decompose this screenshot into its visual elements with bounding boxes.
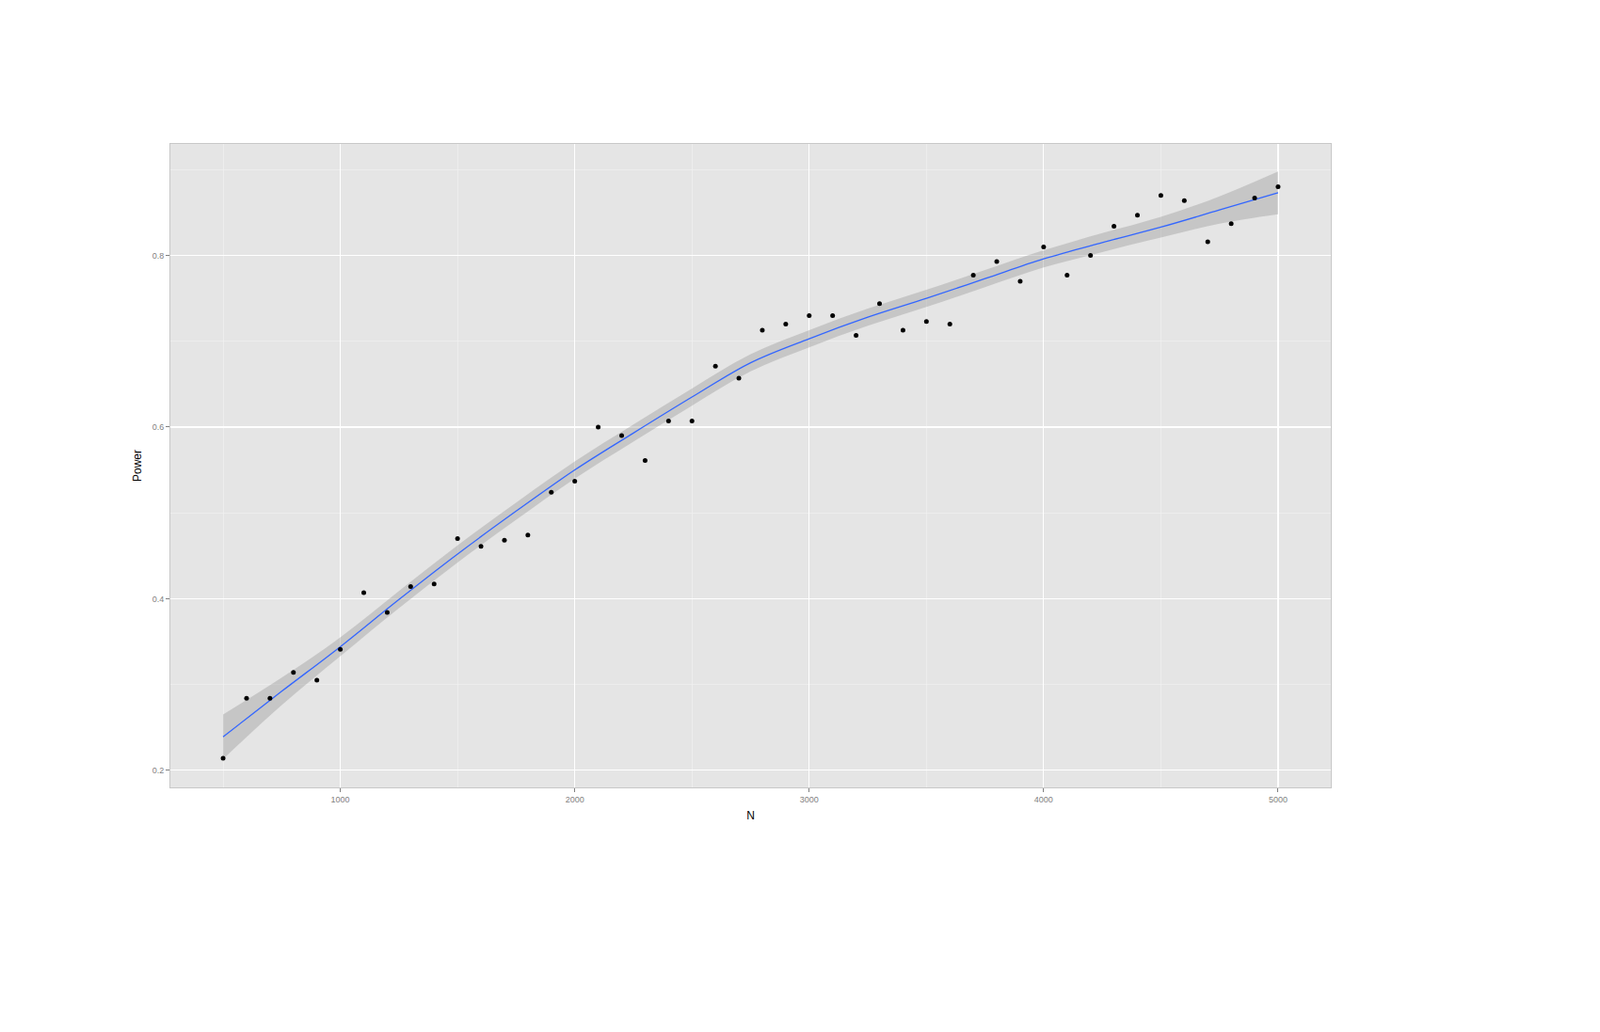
svg-text:0.2: 0.2 xyxy=(152,766,165,776)
svg-text:Power: Power xyxy=(130,449,144,482)
svg-text:3000: 3000 xyxy=(800,795,819,805)
svg-text:0.6: 0.6 xyxy=(152,422,165,432)
svg-text:2000: 2000 xyxy=(565,795,585,805)
svg-text:0.4: 0.4 xyxy=(152,594,165,605)
svg-text:0.8: 0.8 xyxy=(152,251,165,261)
svg-text:1000: 1000 xyxy=(331,795,351,805)
svg-text:N: N xyxy=(746,809,755,823)
svg-text:5000: 5000 xyxy=(1268,795,1288,805)
svg-text:4000: 4000 xyxy=(1034,795,1054,805)
